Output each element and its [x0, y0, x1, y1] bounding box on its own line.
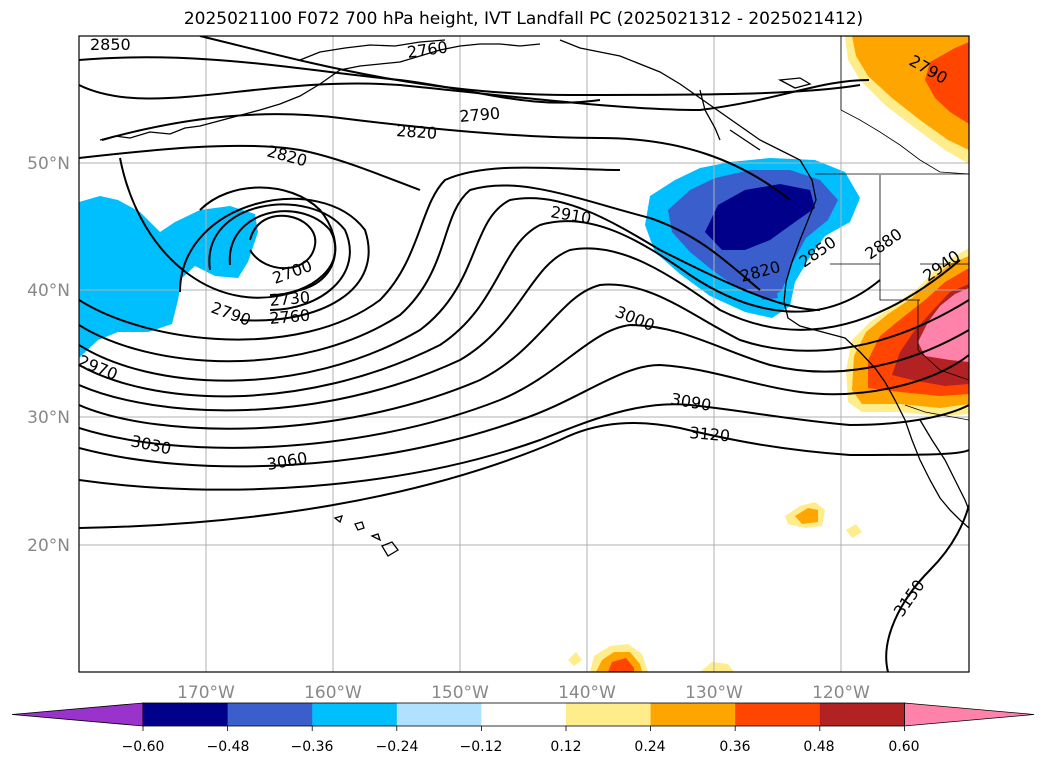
colorbar-tick-label: 0.36 [719, 739, 750, 755]
colorbar-bin [396, 703, 482, 726]
lat-tick: 30°N [27, 408, 70, 428]
ivt-positive-northeast [845, 36, 969, 164]
colorbar-tick-label: −0.24 [376, 739, 419, 755]
colorbar-tick-label: 0.24 [634, 739, 665, 755]
map-area [79, 36, 969, 672]
lat-tick: 50°N [27, 154, 70, 174]
colorbar-outline [142, 702, 905, 727]
ivt-positive-small [568, 502, 862, 672]
colorbar-bin [143, 703, 229, 726]
lon-tick: 150°W [431, 683, 489, 703]
longitude-tick-labels: 170°W 160°W 150°W 140°W 130°W 120°W [177, 683, 870, 703]
colorbar-bin [819, 703, 905, 726]
ivt-negative-northwest [645, 158, 860, 318]
colorbar-bin [312, 703, 398, 726]
colorbar-tick-label: 0.12 [550, 739, 581, 755]
colorbar-tick-label: −0.36 [291, 739, 334, 755]
colorbar-tick-label: 0.48 [803, 739, 834, 755]
lat-tick: 20°N [27, 536, 70, 556]
colorbar-tick-label: 0.60 [888, 739, 919, 755]
lon-tick: 160°W [304, 683, 362, 703]
lon-tick: 170°W [177, 683, 235, 703]
lon-tick: 120°W [812, 683, 870, 703]
colorbar-tick-label: −0.60 [122, 739, 165, 755]
map-title: 2025021100 F072 700 hPa height, IVT Land… [183, 9, 864, 29]
latitude-tick-labels: 50°N 40°N 30°N 20°N [27, 154, 70, 556]
ivt-negative-west [79, 196, 258, 358]
lon-tick: 140°W [558, 683, 616, 703]
contour-label: 3120 [689, 423, 731, 445]
colorbar-bin [650, 703, 736, 726]
lon-tick: 130°W [685, 683, 743, 703]
map-frame [78, 35, 970, 673]
colorbar-extend-right [904, 702, 1035, 727]
contour-label: 2850 [90, 35, 131, 54]
colorbar-tick-label: −0.48 [207, 739, 250, 755]
contour-label: 2730 [269, 288, 311, 310]
contour-label: 2820 [396, 121, 438, 143]
height-contours [79, 36, 969, 672]
borders [815, 36, 969, 421]
colorbar-bin [566, 703, 652, 726]
colorbar-bin [735, 703, 821, 726]
colorbar-tick-label: −0.12 [460, 739, 503, 755]
lat-tick: 40°N [27, 281, 70, 301]
colorbar-ticks: −0.60 −0.48 −0.36 −0.24 −0.12 0.12 0.24 … [122, 739, 920, 755]
colorbar [11, 702, 1035, 731]
contour-label: 2790 [459, 104, 501, 126]
colorbar-bin [227, 703, 313, 726]
colorbar-extend-left [11, 702, 144, 727]
colorbar-bin [481, 703, 567, 726]
graticule [79, 36, 969, 672]
contour-label: 2760 [269, 306, 311, 328]
coastlines [99, 39, 969, 557]
